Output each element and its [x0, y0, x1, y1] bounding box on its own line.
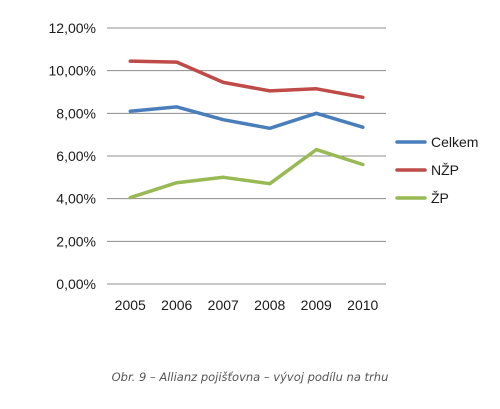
gridlines [107, 27, 386, 242]
series-line-1 [128, 59, 365, 100]
legend-label-2: ŽP [431, 190, 449, 206]
x-tick-label: 2009 [301, 297, 332, 313]
y-tick-label: 4,00% [56, 191, 96, 207]
y-tick-label: 10,00% [49, 63, 96, 79]
figure-caption: Obr. 9 – Allianz pojišťovna – vývoj podí… [111, 370, 389, 384]
legend: Celkem NŽP ŽP [395, 134, 478, 206]
series-line-2 [128, 147, 365, 200]
y-tick-label: 0,00% [56, 276, 96, 292]
y-tick-label: 12,00% [49, 20, 96, 36]
x-tick-label: 2005 [115, 297, 146, 313]
series-lines [128, 59, 365, 200]
line-chart: 0,00% 2,00% 4,00% 6,00% 8,00% 10,00% 12,00% 20… [49, 20, 479, 313]
x-tick-label: 2007 [208, 297, 239, 313]
legend-label-1: NŽP [431, 162, 459, 178]
x-tick-label: 2010 [347, 297, 378, 313]
x-tick-label: 2006 [161, 297, 192, 313]
legend-label-0: Celkem [431, 134, 478, 150]
y-tick-label: 2,00% [56, 233, 96, 249]
x-tick-label: 2008 [254, 297, 285, 313]
y-axis-tick-labels: 0,00% 2,00% 4,00% 6,00% 8,00% 10,00% 12,00% [49, 20, 96, 292]
series-line-0 [128, 105, 365, 131]
y-tick-label: 8,00% [56, 105, 96, 121]
y-tick-label: 6,00% [56, 148, 96, 164]
x-axis-tick-labels: 2005 2006 2007 2008 2009 2010 [115, 297, 379, 313]
